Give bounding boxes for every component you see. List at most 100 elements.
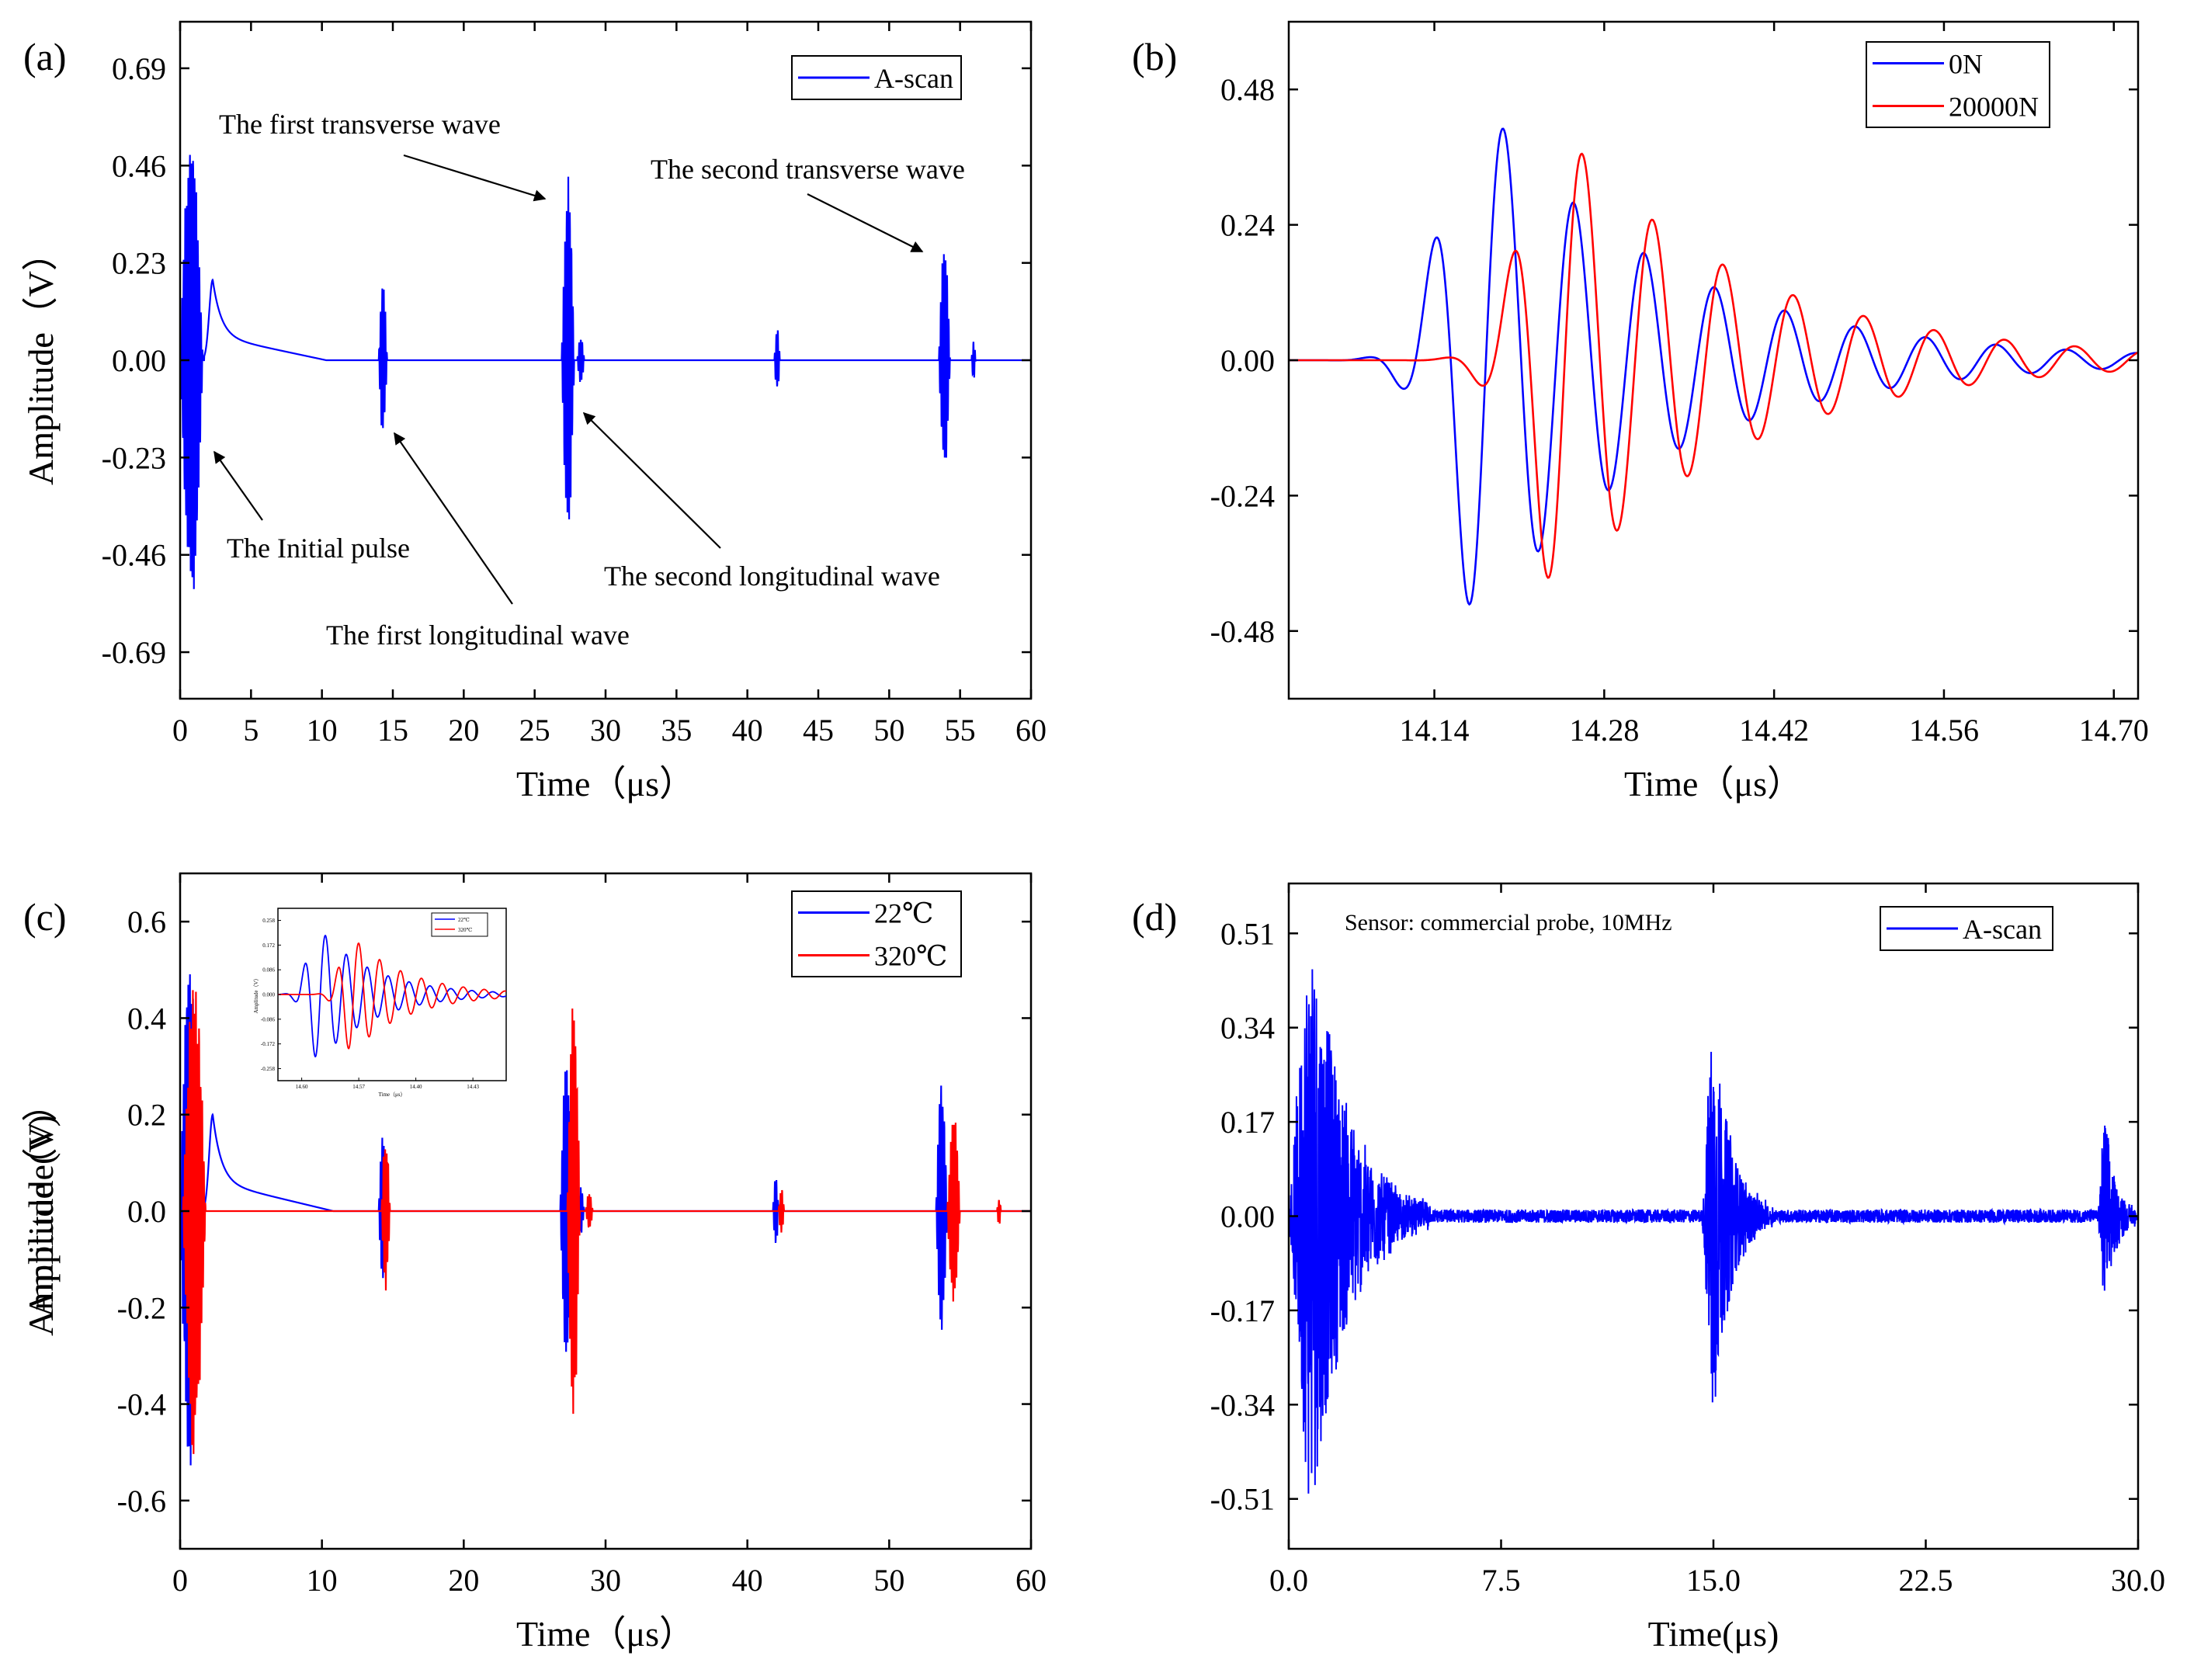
y-tick-label: -0.6 — [117, 1484, 166, 1519]
x-tick-label: 45 — [803, 713, 834, 748]
x-axis-title: Time（μs） — [516, 764, 695, 804]
y-tick-label: 0.6 — [127, 904, 166, 939]
panel-letter: (c) — [23, 895, 67, 939]
sensor-annotation: Sensor: commercial probe, 10MHz — [1345, 910, 1672, 935]
x-tick-label: 20 — [448, 713, 479, 748]
legend-label: 320℃ — [874, 941, 947, 972]
inset-y-tick-label: 0.258 — [262, 918, 275, 924]
series-line-ascan — [180, 154, 1031, 589]
x-tick-label: 40 — [732, 1563, 763, 1598]
legend: 22℃ 320℃ — [791, 890, 962, 977]
annotation-label: The first longitudinal wave — [326, 620, 630, 651]
x-tick-label: 15.0 — [1686, 1563, 1741, 1598]
annotation-arrow — [403, 154, 547, 202]
annotation-arrow — [394, 432, 513, 605]
legend-label: 0N — [1949, 49, 1983, 80]
inset-x-axis-title: Time（μs） — [378, 1092, 405, 1098]
y-axis-title: Amplitude（V） — [21, 235, 61, 485]
legend-label: 22℃ — [874, 898, 933, 929]
y-tick-label: 0.48 — [1220, 72, 1275, 107]
inset-y-tick-label: 0.172 — [262, 942, 275, 949]
x-tick-label: 7.5 — [1482, 1563, 1521, 1598]
x-tick-label: 35 — [661, 713, 692, 748]
y-tick-label: -0.24 — [1210, 478, 1275, 513]
panel-c: 0 10 20 30 40 50 60 0.6 0.4 0.2 0.0 -0.2 -0.4 -0.6 Tim… — [21, 872, 1047, 1654]
y-tick-label: 0.34 — [1220, 1011, 1275, 1046]
x-tick-label: 14.70 — [2079, 713, 2149, 748]
x-tick-label: 10 — [307, 713, 338, 748]
x-tick-label: 50 — [873, 1563, 904, 1598]
inset-y-tick-label: 0.086 — [262, 967, 275, 974]
series-line-20000n — [1289, 152, 2138, 579]
x-tick-label: 60 — [1015, 1563, 1047, 1598]
annotation-label: The first transverse wave — [219, 109, 501, 140]
panel-d: 0.0 7.5 15.0 22.5 30.00.510.340.170.00-0.17-… — [21, 882, 2165, 1654]
legend: A-scan — [791, 55, 962, 100]
inset-y-tick-label: 0.000 — [262, 992, 275, 998]
x-tick-label: 55 — [945, 713, 976, 748]
y-tick-label: 0.00 — [1220, 343, 1275, 378]
inset-y-tick-label: -0.086 — [261, 1016, 276, 1022]
x-tick-label: 22.5 — [1899, 1563, 1953, 1598]
inset-legend-box — [431, 912, 488, 937]
y-tick-label: -0.23 — [102, 440, 166, 475]
inset-y-tick-label: -0.172 — [261, 1041, 276, 1047]
y-axis-title: Amplitude（V） — [21, 235, 61, 485]
x-tick-label: 10 — [307, 1563, 338, 1598]
inset-series-line — [278, 942, 506, 1050]
x-tick-label: 14.56 — [1909, 713, 1979, 748]
legend: A-scan — [1880, 906, 2053, 951]
y-tick-label: -0.48 — [1210, 614, 1275, 649]
y-tick-label: 0.24 — [1220, 208, 1275, 243]
x-axis-title: Time(μs) — [1648, 1614, 1779, 1654]
legend-box — [791, 890, 962, 977]
inset-plot: 14.60 14.57 14.40 14.43 0.258 0.172 0.086 0.000… — [253, 908, 507, 1098]
annotation-arrow — [582, 411, 721, 549]
y-tick-label: 0.0 — [127, 1194, 166, 1229]
x-tick-label: 14.42 — [1739, 713, 1809, 748]
y-tick-label: 0.51 — [1220, 916, 1275, 951]
y-tick-label: -0.2 — [117, 1290, 166, 1325]
inset-y-tick-label: -0.258 — [261, 1066, 276, 1072]
x-tick-label: 14.28 — [1569, 713, 1639, 748]
x-tick-label: 5 — [243, 713, 259, 748]
panel-letter: (b) — [1132, 35, 1177, 78]
y-tick-label: -0.69 — [102, 635, 166, 670]
inset-legend: 22℃ 320℃ — [431, 912, 488, 937]
x-tick-label: 60 — [1015, 713, 1047, 748]
x-tick-label: 40 — [732, 713, 763, 748]
panel-a: 0 5 10 15 20 25 30 35 40 45 50 55 60 0.69 0.46 0.23 0.00… — [21, 20, 1047, 804]
legend-label: 20000N — [1949, 92, 2039, 123]
y-tick-label: 0.00 — [1220, 1199, 1275, 1234]
series-line-0n — [1289, 127, 2138, 606]
y-tick-label: -0.46 — [102, 538, 166, 573]
x-tick-label: 0.0 — [1269, 1563, 1308, 1598]
y-tick-label: 0.4 — [127, 1001, 166, 1036]
x-tick-label: 0 — [172, 1563, 188, 1598]
inset-x-tick-label: 14.43 — [467, 1084, 479, 1090]
inset-x-tick-label: 14.40 — [410, 1084, 422, 1090]
legend: 0N 20000N — [1866, 41, 2050, 128]
x-tick-label: 20 — [448, 1563, 479, 1598]
x-axis-title: Time（μs） — [1624, 764, 1803, 804]
x-tick-label: 30 — [590, 1563, 621, 1598]
y-tick-label: -0.34 — [1210, 1387, 1275, 1422]
y-tick-label: 0.00 — [112, 343, 166, 378]
annotation-label: The second transverse wave — [651, 154, 965, 185]
x-tick-label: 25 — [519, 713, 550, 748]
legend-box — [1866, 41, 2050, 128]
inset-y-axis-title: Amplitude（V） — [253, 976, 259, 1014]
panel-b: 14.14 14.28 14.42 14.56 14.70 0.48 0.24 0.00 -0.… — [21, 20, 2149, 804]
x-tick-label: 15 — [377, 713, 408, 748]
annotation-arrow — [807, 193, 924, 252]
y-tick-label: 0.46 — [112, 148, 166, 183]
inset-legend-label: 22℃ — [458, 917, 470, 923]
inset-x-tick-label: 14.57 — [352, 1084, 365, 1090]
panel-letter: (d) — [1132, 895, 1177, 939]
y-tick-label: 0.17 — [1220, 1105, 1275, 1140]
y-tick-label: -0.4 — [117, 1387, 166, 1422]
y-axis-title: Amplitude(V) — [21, 1115, 61, 1317]
legend-label: A-scan — [1963, 914, 2042, 945]
x-tick-label: 50 — [873, 713, 904, 748]
